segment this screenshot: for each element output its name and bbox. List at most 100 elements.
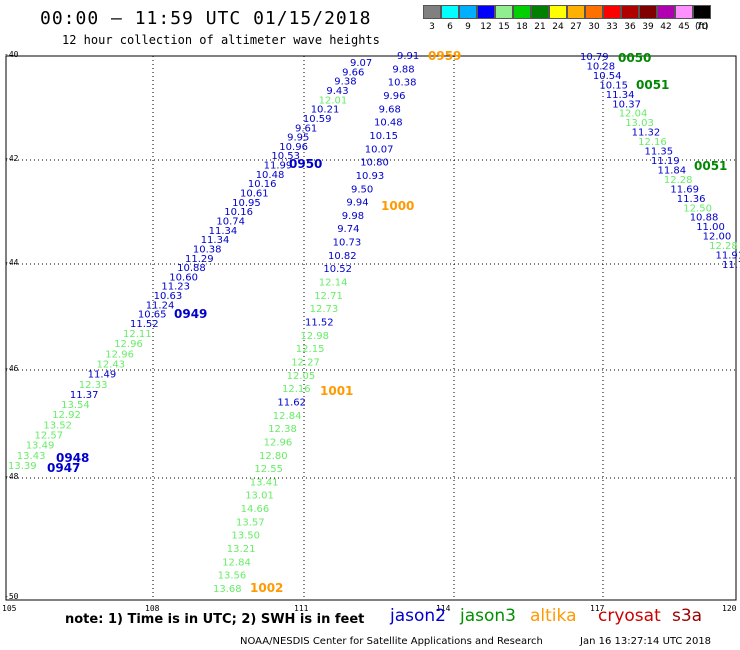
swh-value: 9.68: [379, 104, 401, 115]
scale-label: 70: [696, 22, 708, 32]
swh-value: 11.24: [146, 300, 175, 311]
scale-bin: 45: [675, 5, 693, 32]
pass-time-label: 0949: [174, 307, 207, 321]
swh-value: 13.41: [250, 477, 279, 488]
wave-height-color-scale: 3 6 9 12 15 18 21 24 27 30 33 36 39 42 45 70: [423, 5, 711, 32]
longitude-tick: 114: [436, 604, 451, 613]
swh-value: 11.23: [161, 282, 190, 293]
scale-swatch: [423, 5, 441, 19]
pass-time-label: 0051: [694, 159, 727, 173]
scale-swatch: [585, 5, 603, 19]
scale-swatch: [621, 5, 639, 19]
swh-value: 11.35: [645, 147, 674, 158]
scale-bin: 39: [639, 5, 657, 32]
swh-value: 9.50: [351, 184, 373, 195]
scale-swatch: [477, 5, 495, 19]
swh-value: 9.61: [295, 123, 317, 134]
swh-value: 11.69: [670, 184, 699, 195]
pass-time-label: 1000: [381, 199, 414, 213]
scale-bin: 30: [585, 5, 603, 32]
scale-bin: 21: [531, 5, 549, 32]
swh-value: 12.96: [264, 437, 293, 448]
swh-value: 9.94: [346, 198, 368, 209]
swh-value: 9.38: [334, 77, 356, 88]
legend-item-jason2: jason2: [390, 606, 446, 626]
scale-swatch: [441, 5, 459, 19]
swh-value: 11.34: [606, 90, 635, 101]
pass-time-label: 0051: [636, 78, 669, 92]
swh-value: 9.98: [342, 211, 364, 222]
swh-value: 13.43: [17, 451, 46, 462]
swh-value: 12.00: [703, 232, 732, 243]
swh-value: 12.05: [287, 371, 316, 382]
scale-bin: 27: [567, 5, 585, 32]
swh-value: 12.16: [638, 137, 667, 148]
scale-bin: 6: [441, 5, 459, 32]
swh-value: 12.71: [314, 291, 343, 302]
swh-value: 12.50: [683, 203, 712, 214]
swh-value: 10.96: [279, 142, 308, 153]
swh-value: 12.11: [123, 329, 152, 340]
legend-item-cryosat: cryosat: [598, 606, 661, 626]
swh-value: 10.88: [177, 263, 206, 274]
swh-value: 9.91: [397, 51, 419, 62]
swh-value: 10.28: [587, 62, 616, 73]
swh-value: 10.15: [599, 80, 628, 91]
scale-swatch: [567, 5, 585, 19]
swh-value: 12.55: [254, 464, 283, 475]
swh-value: 10.37: [612, 99, 641, 110]
pass-time-label: 0050: [618, 51, 651, 65]
legend-item-altika: altika: [530, 606, 577, 626]
swh-value: 11.32: [632, 128, 661, 139]
page-title: 00:00 — 11:59 UTC 01/15/2018: [40, 8, 372, 29]
swh-value: 9.96: [383, 91, 405, 102]
map-frame: [5, 55, 737, 601]
track-labels: 9.079.669.389.4312.0110.2110.599.619.951…: [8, 49, 740, 595]
swh-value: 9.66: [342, 67, 364, 78]
latitude-tick: -42: [4, 154, 19, 163]
swh-value: 11.99: [264, 161, 293, 172]
scale-label: 3: [429, 22, 435, 32]
swh-value: 11.29: [185, 254, 214, 265]
swh-value: 11.91: [716, 251, 740, 262]
legend-item-s3a: s3a: [672, 606, 703, 626]
swh-value: 10.61: [240, 189, 269, 200]
swh-value: 9.07: [350, 58, 372, 69]
scale-swatch: [603, 5, 621, 19]
swh-value: 13.54: [61, 400, 90, 411]
swh-value: 10.59: [303, 114, 332, 125]
scale-bin: 36: [621, 5, 639, 32]
swh-value: 10.82: [328, 251, 357, 262]
page-subtitle: 12 hour collection of altimeter wave hei…: [62, 33, 380, 47]
scale-label: 6: [447, 22, 453, 32]
scale-swatch: [513, 5, 531, 19]
longitude-tick: 120: [722, 604, 737, 613]
swh-value: 9.95: [287, 133, 309, 144]
scale-label: 39: [642, 22, 654, 32]
scale-label: 33: [606, 22, 618, 32]
swh-value: 13.03: [625, 118, 654, 129]
swh-value: 10.15: [369, 131, 398, 142]
swh-value: 10.60: [169, 272, 198, 283]
latitude-tick: -44: [4, 258, 19, 267]
swh-value: 12.80: [259, 451, 288, 462]
scale-bin: 12: [477, 5, 495, 32]
swh-value: 10.16: [248, 179, 277, 190]
swh-value: 12.01: [319, 95, 348, 106]
scale-swatch: [531, 5, 549, 19]
swh-value: 11.52: [130, 319, 159, 330]
swh-value: 12.84: [222, 557, 251, 568]
scale-unit: (ft): [695, 22, 709, 32]
footer-credit: NOAA/NESDIS Center for Satellite Applica…: [240, 636, 543, 647]
swh-value: 10.74: [216, 217, 245, 228]
swh-value: 13.52: [43, 420, 72, 431]
swh-value: 9.74: [337, 224, 359, 235]
scale-bin: 24: [549, 5, 567, 32]
swh-value: 12.28: [709, 241, 738, 252]
swh-value: 10.07: [365, 144, 394, 155]
swh-value: 11.62: [277, 397, 306, 408]
pass-time-label: 0950: [289, 157, 322, 171]
swh-value: 10.73: [333, 238, 362, 249]
swh-value: 11.84: [658, 166, 687, 177]
